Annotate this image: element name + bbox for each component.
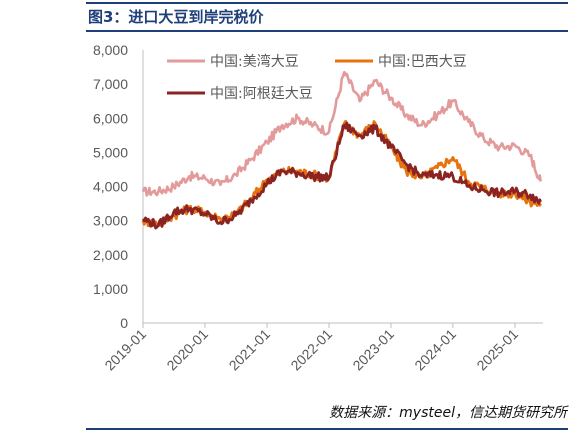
footer-rule: [86, 428, 568, 430]
figure-title: 图3：进口大豆到岸完税价: [88, 8, 264, 26]
y-tick-label: 2,000: [93, 247, 128, 263]
x-tick-label: 2019-01: [101, 326, 149, 374]
y-axis: 0 1,000 2,000 3,000 4,000 5,000 6,000 7,000 8,00…: [93, 42, 144, 331]
legend-label: 中国:巴西大豆: [378, 54, 467, 70]
x-tick-label: 2025-01: [473, 326, 521, 374]
series-line-0: [141, 70, 542, 197]
x-axis: 2019-01 2020-01 2021-01 2022-01 2023-01 2024-…: [101, 322, 543, 374]
data-source: 数据来源：mysteel，信达期货研究所: [329, 405, 567, 421]
y-tick-label: 3,000: [93, 213, 128, 229]
y-tick-label: 4,000: [93, 179, 128, 195]
y-tick-label: 5,000: [93, 144, 128, 160]
x-tick-label: 2022-01: [287, 326, 335, 374]
y-tick-label: 0: [120, 315, 128, 331]
y-tick-label: 8,000: [93, 42, 128, 58]
series-lines: [141, 70, 542, 230]
series-line-2: [141, 121, 542, 230]
x-tick-label: 2023-01: [349, 326, 397, 374]
legend-label: 中国:阿根廷大豆: [210, 86, 313, 102]
title-underline: [86, 30, 568, 32]
x-tick-label: 2020-01: [163, 326, 211, 374]
title-rule: [86, 2, 568, 4]
y-tick-label: 6,000: [93, 110, 128, 126]
y-tick-label: 7,000: [93, 76, 128, 92]
x-tick-label: 2021-01: [226, 326, 274, 374]
x-tick-label: 2024-01: [411, 326, 459, 374]
legend-label: 中国:美湾大豆: [210, 53, 299, 70]
y-tick-label: 1,000: [93, 281, 128, 297]
